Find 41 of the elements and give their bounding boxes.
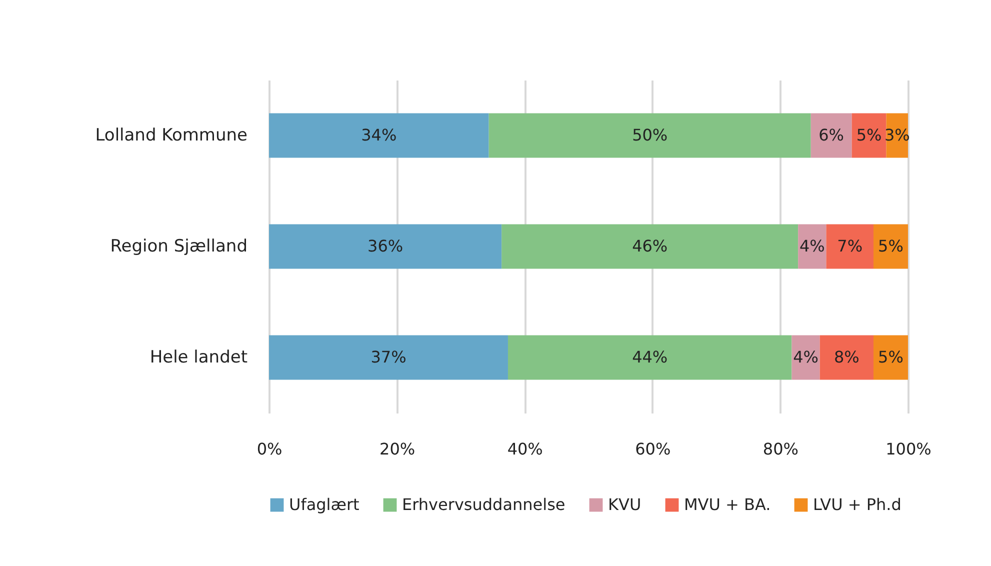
x-tick-label: 60% xyxy=(635,440,671,458)
bar xyxy=(820,335,874,380)
x-tick-label: 40% xyxy=(507,440,543,458)
legend-label: Ufaglært xyxy=(289,495,360,514)
legend-label: MVU + BA. xyxy=(684,495,771,514)
bar xyxy=(269,113,489,158)
data-label: 8% xyxy=(834,348,860,366)
x-tick-label: 80% xyxy=(762,440,798,458)
x-tick-label: 20% xyxy=(380,440,416,458)
y-tick-label: Region Sjælland xyxy=(110,236,248,256)
data-label: 7% xyxy=(837,236,863,256)
data-label: 50% xyxy=(632,126,668,144)
x-tick-label: 0% xyxy=(256,440,282,458)
data-label: 37% xyxy=(370,348,406,366)
legend-label: KVU xyxy=(608,495,642,514)
data-label: 6% xyxy=(818,126,844,144)
legend-label: Erhvervsuddannelse xyxy=(402,495,566,514)
bar xyxy=(508,335,792,380)
data-label: 4% xyxy=(793,348,818,366)
data-label: 36% xyxy=(368,236,404,256)
bar xyxy=(502,224,798,269)
bar xyxy=(826,224,874,269)
legend-label: LVU + Ph.d xyxy=(813,495,902,514)
data-label: 4% xyxy=(799,236,825,256)
bar xyxy=(810,113,852,158)
y-tick-label: Lolland Kommune xyxy=(95,126,248,146)
data-label: 44% xyxy=(632,348,668,366)
data-label: 5% xyxy=(856,126,882,144)
bar xyxy=(792,335,820,380)
bar xyxy=(873,224,908,269)
data-label: 5% xyxy=(878,348,904,366)
bar xyxy=(269,335,508,380)
bar xyxy=(269,224,502,269)
x-tick-label: 100% xyxy=(886,440,932,458)
data-label: 34% xyxy=(361,126,397,144)
data-label: 46% xyxy=(632,236,668,256)
y-tick-label: Hele landet xyxy=(150,348,248,368)
bar xyxy=(852,113,886,158)
data-label: 5% xyxy=(878,236,904,256)
bar xyxy=(488,113,811,158)
bar xyxy=(873,335,908,380)
